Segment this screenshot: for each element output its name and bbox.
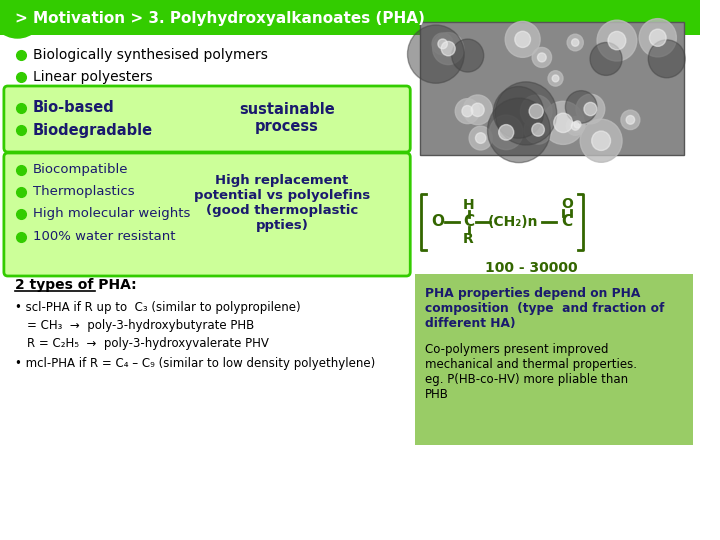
Text: > Motivation > 3. Polyhydroxyalkanoates (PHA): > Motivation > 3. Polyhydroxyalkanoates … xyxy=(14,10,425,25)
Circle shape xyxy=(590,43,622,76)
Circle shape xyxy=(455,99,480,124)
Circle shape xyxy=(441,42,455,56)
Circle shape xyxy=(451,39,484,72)
FancyBboxPatch shape xyxy=(4,86,410,152)
Circle shape xyxy=(548,71,563,86)
FancyBboxPatch shape xyxy=(415,274,693,445)
Circle shape xyxy=(0,0,45,38)
Text: 100% water resistant: 100% water resistant xyxy=(33,231,176,244)
Circle shape xyxy=(515,31,531,48)
Text: Co-polymers present improved
mechanical and thermal properties.
eg. P(HB-co-HV) : Co-polymers present improved mechanical … xyxy=(425,343,636,401)
Circle shape xyxy=(432,33,453,55)
FancyBboxPatch shape xyxy=(420,22,685,155)
Text: 2 types of PHA:: 2 types of PHA: xyxy=(14,278,136,292)
Circle shape xyxy=(505,22,540,57)
Circle shape xyxy=(554,113,572,132)
Text: = CH₃  →  poly-3-hydroxybutyrate PHB: = CH₃ → poly-3-hydroxybutyrate PHB xyxy=(27,319,254,332)
Text: • mcl-PHA if R = C₄ – C₉ (similar to low density polyethylene): • mcl-PHA if R = C₄ – C₉ (similar to low… xyxy=(14,357,375,370)
Circle shape xyxy=(608,31,626,50)
Text: R = C₂H₅  →  poly-3-hydroxyvalerate PHV: R = C₂H₅ → poly-3-hydroxyvalerate PHV xyxy=(27,336,269,349)
Text: O: O xyxy=(561,197,572,211)
Circle shape xyxy=(529,104,544,119)
Circle shape xyxy=(532,48,552,68)
Circle shape xyxy=(490,115,523,150)
Text: O: O xyxy=(431,214,444,230)
Circle shape xyxy=(493,86,544,138)
Circle shape xyxy=(552,75,559,82)
Circle shape xyxy=(639,18,676,57)
Circle shape xyxy=(626,116,634,124)
Circle shape xyxy=(574,121,581,128)
FancyBboxPatch shape xyxy=(4,153,410,276)
Circle shape xyxy=(475,133,486,144)
Text: Bio-based: Bio-based xyxy=(33,100,114,116)
Circle shape xyxy=(567,117,585,136)
Circle shape xyxy=(537,53,546,62)
Circle shape xyxy=(495,82,557,145)
Circle shape xyxy=(576,94,605,124)
Text: High molecular weights: High molecular weights xyxy=(33,207,190,220)
Circle shape xyxy=(580,119,622,163)
Circle shape xyxy=(499,125,514,140)
Text: Biocompatible: Biocompatible xyxy=(33,164,129,177)
Text: C: C xyxy=(463,214,474,230)
Text: H: H xyxy=(463,198,474,212)
Text: Linear polyesters: Linear polyesters xyxy=(33,70,153,84)
Text: Thermoplastics: Thermoplastics xyxy=(33,186,135,199)
Circle shape xyxy=(487,98,550,163)
Circle shape xyxy=(463,95,492,125)
Circle shape xyxy=(648,40,685,78)
Text: (CH₂)n: (CH₂)n xyxy=(488,215,539,229)
Text: C: C xyxy=(561,214,572,230)
Circle shape xyxy=(597,20,636,61)
Circle shape xyxy=(571,122,580,130)
Circle shape xyxy=(408,25,464,83)
Circle shape xyxy=(649,29,666,46)
Circle shape xyxy=(524,115,552,144)
Circle shape xyxy=(521,95,552,127)
Circle shape xyxy=(438,39,447,49)
Circle shape xyxy=(462,105,473,117)
Text: sustainable
process: sustainable process xyxy=(239,102,335,134)
Circle shape xyxy=(471,103,485,117)
Circle shape xyxy=(542,102,584,144)
Circle shape xyxy=(565,91,597,123)
Text: Biodegradable: Biodegradable xyxy=(33,123,153,138)
Circle shape xyxy=(592,131,611,151)
Circle shape xyxy=(572,39,579,46)
Circle shape xyxy=(532,123,544,136)
Circle shape xyxy=(570,117,585,132)
Text: Biologically synthesised polymers: Biologically synthesised polymers xyxy=(33,48,268,62)
Circle shape xyxy=(567,34,583,51)
Circle shape xyxy=(621,110,640,130)
Text: • scl-PHA if R up to  C₃ (similar to polypropilene): • scl-PHA if R up to C₃ (similar to poly… xyxy=(14,300,300,314)
Text: R: R xyxy=(463,232,474,246)
FancyBboxPatch shape xyxy=(0,0,700,35)
Circle shape xyxy=(469,126,492,150)
Circle shape xyxy=(433,32,464,65)
Text: 100 - 30000: 100 - 30000 xyxy=(485,261,577,275)
Text: PHA properties depend on PHA
composition  (type  and fraction of
different HA): PHA properties depend on PHA composition… xyxy=(425,287,665,330)
Circle shape xyxy=(584,103,597,116)
Text: High replacement
potential vs polyolefins
(good thermoplastic
ppties): High replacement potential vs polyolefin… xyxy=(194,174,370,232)
